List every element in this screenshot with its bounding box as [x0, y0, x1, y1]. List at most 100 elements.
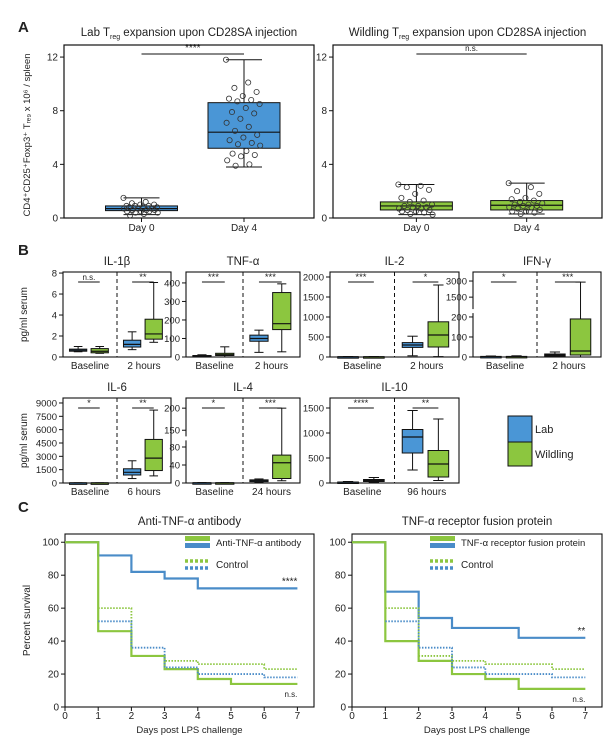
- box-wildling: [144, 409, 163, 477]
- x-tick-label: 2 hours: [255, 361, 288, 372]
- y-tick-label: 400: [164, 278, 180, 289]
- significance-label: *: [212, 398, 216, 409]
- survival-curve-green-dotted: [385, 607, 586, 671]
- axis-break: [183, 436, 189, 441]
- data-point: [240, 134, 247, 141]
- box-wildling: [215, 346, 235, 358]
- box-lab: [249, 329, 269, 353]
- data-point: [239, 92, 246, 99]
- y-tick-label: 300: [164, 297, 180, 308]
- y-tick-label: 1500: [446, 293, 467, 304]
- box-wildling: [505, 355, 528, 359]
- data-point: [398, 208, 405, 215]
- data-point: [401, 202, 408, 209]
- x-tick-label: 2 hours: [552, 361, 585, 372]
- data-point: [257, 142, 264, 149]
- legend-label-control: Control: [216, 560, 248, 571]
- data-point: [146, 208, 153, 215]
- x-tick-label: 2: [416, 711, 422, 722]
- box-lab: [68, 482, 88, 485]
- x-tick-label: Baseline: [71, 361, 110, 372]
- significance-label: ***: [562, 272, 573, 283]
- x-tick-label: 7: [583, 711, 589, 722]
- x-tick-label: 5: [228, 711, 234, 722]
- y-tick-label: 12: [47, 53, 59, 64]
- y-tick-label: 4500: [36, 438, 57, 449]
- data-point: [245, 79, 252, 86]
- data-point: [531, 209, 538, 216]
- box-wildling: [215, 482, 235, 485]
- data-point: [530, 197, 537, 204]
- significance-label: n.s.: [82, 273, 95, 282]
- data-point: [234, 98, 241, 105]
- data-point: [421, 209, 428, 216]
- significance-label: n.s.: [465, 44, 478, 53]
- data-point: [248, 139, 255, 146]
- y-tick-label: 12: [316, 53, 328, 64]
- data-point: [242, 105, 249, 112]
- data-point: [232, 162, 239, 169]
- significance-label: ***: [265, 272, 276, 283]
- y-tick-label: 20: [48, 670, 60, 681]
- x-tick-label: Day 0: [403, 223, 430, 234]
- x-tick-label: 6: [549, 711, 555, 722]
- box-lab: [68, 346, 88, 353]
- data-point: [406, 198, 413, 205]
- data-point: [412, 208, 419, 215]
- x-tick-label: 96 hours: [407, 487, 446, 498]
- box-day-4: [207, 56, 281, 169]
- data-point: [226, 137, 233, 144]
- box-wildling: [569, 281, 592, 358]
- legend-label-treatment: Anti-TNF-α antibody: [216, 538, 301, 549]
- x-tick-label: 4: [195, 711, 201, 722]
- panel-label: B: [18, 242, 29, 259]
- y-tick-label: 6000: [36, 425, 57, 436]
- box-wildling: [90, 482, 109, 485]
- data-point: [237, 115, 244, 122]
- data-point: [428, 201, 435, 208]
- y-tick-label: 0: [340, 703, 346, 714]
- data-point: [124, 208, 131, 215]
- x-tick-label: Day 4: [231, 223, 258, 234]
- x-tick-label: Baseline: [343, 361, 382, 372]
- survival-curve-blue-solid: [65, 541, 298, 590]
- y-tick-label: 80: [48, 571, 60, 582]
- box-lab: [337, 481, 359, 484]
- box-lab: [337, 356, 359, 359]
- box-day-0: [379, 181, 453, 218]
- data-point: [527, 184, 534, 191]
- chart-title: Anti-TNF-α antibody: [138, 516, 241, 528]
- data-point: [426, 206, 433, 213]
- data-point: [223, 119, 230, 126]
- x-tick-label: 3: [162, 711, 168, 722]
- survival-curve-blue-dotted: [98, 620, 298, 679]
- significance-label: ****: [185, 43, 201, 54]
- data-point: [533, 202, 540, 209]
- data-point: [429, 211, 436, 218]
- y-tick-label: 60: [48, 604, 60, 615]
- box-wildling: [272, 407, 292, 482]
- data-point: [508, 196, 515, 203]
- x-tick-label: Day 0: [128, 223, 155, 234]
- x-tick-label: 0: [349, 711, 355, 722]
- data-point: [514, 188, 521, 195]
- data-point: [505, 180, 512, 187]
- data-point: [403, 184, 410, 191]
- survival-curve-green-solid: [65, 541, 298, 686]
- y-tick-label: 80: [169, 443, 180, 454]
- data-point: [254, 131, 261, 138]
- y-tick-label: 4: [52, 311, 57, 322]
- y-tick-label: 4: [321, 160, 327, 171]
- box-lab: [192, 354, 212, 358]
- significance-label: **: [422, 398, 430, 409]
- legend-swatch-treatment-green: [185, 536, 210, 541]
- x-tick-label: 3: [449, 711, 455, 722]
- chart-title: IL-2: [385, 256, 405, 268]
- y-tick-label: 0: [175, 479, 180, 490]
- y-tick-label: 6: [52, 290, 57, 301]
- y-tick-label: 1000: [303, 313, 324, 324]
- y-tick-label: 2000: [303, 273, 324, 284]
- box-day-0: [105, 194, 178, 219]
- y-tick-label: 100: [451, 332, 467, 343]
